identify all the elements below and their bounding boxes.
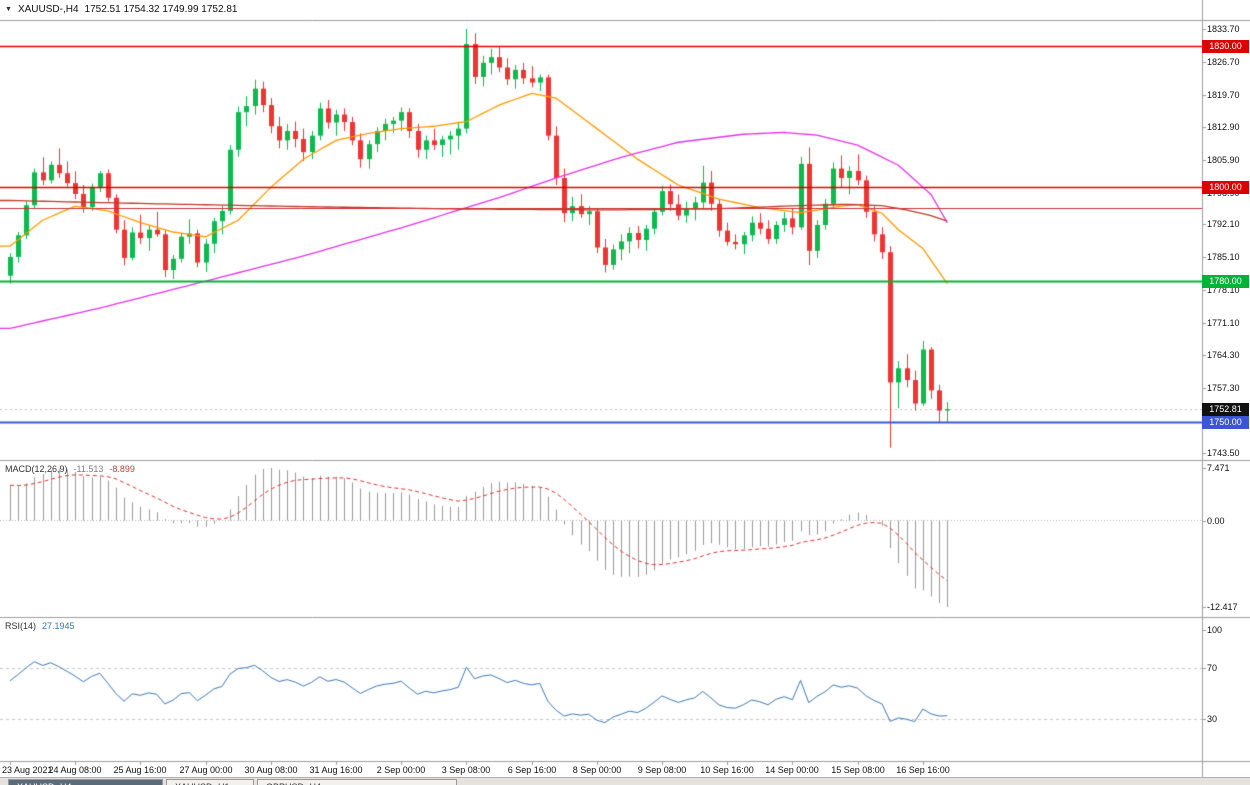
chart-tabs-bar: XAUUSD-,H4XAUUSD-,H1GBPUSD-,H4: [0, 777, 1250, 785]
chart-ohlc-values: 1752.51 1754.32 1749.99 1752.81: [84, 4, 238, 15]
time-axis[interactable]: 23 Aug 2021 24 Aug 08:00 25 Aug 16:00 27 Au…: [0, 762, 1203, 777]
time-label: 25 Aug 16:00: [113, 765, 167, 775]
price-tag-1750.00: 1750.00: [1202, 416, 1249, 429]
price-axis[interactable]: 1833.701826.701819.701812.901805.901798.…: [1202, 0, 1250, 777]
current-price-tag: 1752.81: [1202, 403, 1249, 416]
time-label: 6 Sep 16:00: [507, 765, 557, 775]
macd-scale-min: -12.417: [1207, 602, 1238, 612]
macd-value-signal: -8.899: [109, 464, 135, 474]
price-tick-label: 1771.10: [1207, 318, 1240, 329]
time-label: 16 Sep 16:00: [896, 765, 950, 775]
price-tick-label: 1757.30: [1207, 383, 1240, 394]
macd-scale-max: 7.471: [1207, 463, 1230, 473]
rsi-scale-70: 70: [1207, 663, 1218, 674]
rsi-value: 27.1945: [42, 621, 75, 631]
time-label: 24 Aug 08:00: [48, 765, 102, 775]
price-tick-label: 1826.70: [1207, 56, 1240, 67]
macd-indicator-label: MACD(12,26,9) -11.513 -8.899: [5, 464, 135, 474]
macd-value-main: -11.513: [73, 464, 104, 474]
time-label: 15 Sep 08:00: [831, 765, 885, 775]
time-label: 10 Sep 16:00: [700, 765, 754, 775]
price-tick-label: 1833.70: [1207, 23, 1240, 34]
time-label: 30 Aug 08:00: [244, 765, 298, 775]
chart-header: ▼ XAUUSD-,H4 1752.51 1754.32 1749.99 175…: [5, 4, 237, 15]
price-tag-1830.00: 1830.00: [1202, 40, 1249, 53]
time-label: 3 Sep 08:00: [441, 765, 491, 775]
price-tick-label: 1778.10: [1207, 285, 1240, 296]
price-tag-1780.00: 1780.00: [1202, 275, 1249, 288]
time-label: 8 Sep 00:00: [572, 765, 622, 775]
time-label: 14 Sep 00:00: [765, 765, 819, 775]
chart-tab-3[interactable]: GBPUSD-,H4: [257, 779, 457, 785]
price-tick-label: 1792.10: [1207, 219, 1240, 230]
time-label: 9 Sep 08:00: [637, 765, 687, 775]
rsi-scale-30: 30: [1207, 713, 1218, 724]
macd-name: MACD(12,26,9): [5, 464, 68, 474]
price-tick-label: 1805.90: [1207, 154, 1240, 165]
chart-symbol-period: XAUUSD-,H4: [17, 4, 79, 15]
chart-tab-1[interactable]: XAUUSD-,H4: [8, 779, 163, 785]
price-tick-label: 1785.10: [1207, 252, 1240, 263]
time-label: 31 Aug 16:00: [309, 765, 363, 775]
symbol-dropdown-icon[interactable]: ▼: [5, 6, 12, 13]
price-tick-label: 1764.30: [1207, 350, 1240, 361]
rsi-scale-100: 100: [1207, 625, 1223, 635]
macd-scale-zero: 0.00: [1207, 515, 1225, 526]
price-tick-label: 1743.50: [1207, 447, 1240, 458]
rsi-name: RSI(14): [5, 621, 37, 631]
time-label: 27 Aug 00:00: [179, 765, 233, 775]
time-label: 2 Sep 00:00: [376, 765, 426, 775]
chart-tab-2[interactable]: XAUUSD-,H1: [166, 779, 254, 785]
price-tick-label: 1812.90: [1207, 121, 1240, 132]
price-tag-1800.00: 1800.00: [1202, 181, 1249, 194]
time-label: 23 Aug 2021: [2, 765, 53, 775]
price-tick-label: 1819.70: [1207, 89, 1240, 100]
rsi-indicator-label: RSI(14) 27.1945: [5, 621, 75, 631]
